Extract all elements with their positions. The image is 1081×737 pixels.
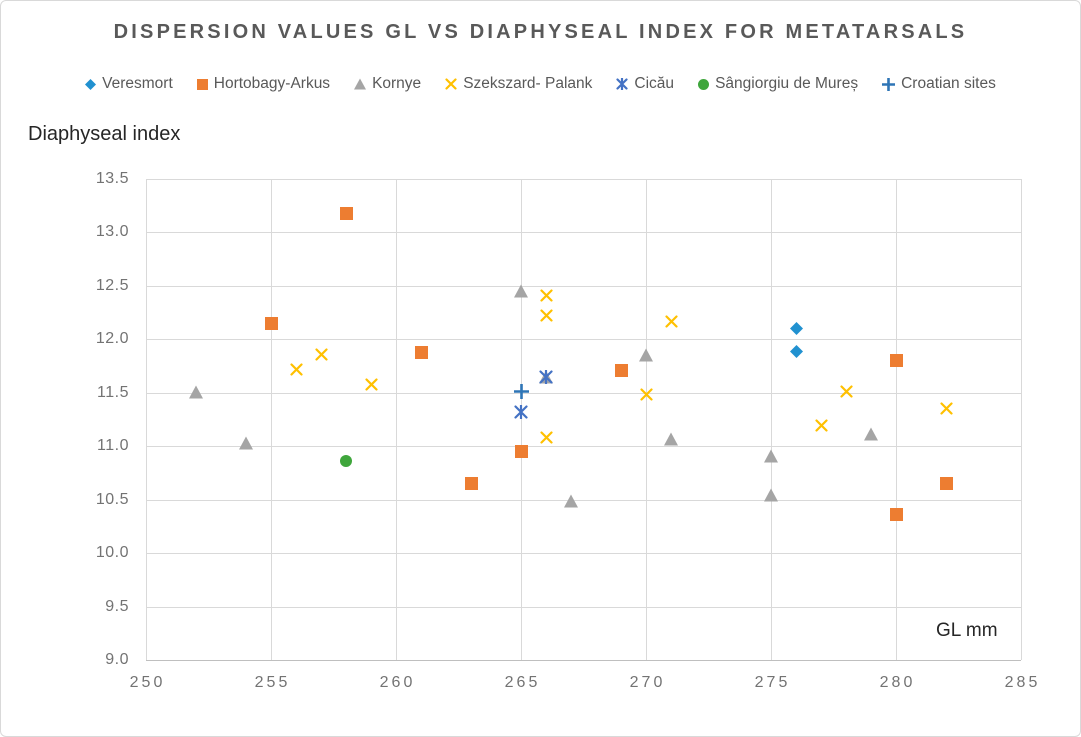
gridline-horizontal — [146, 446, 1021, 447]
x-tick-label: 275 — [754, 674, 791, 691]
x-tick-label: 255 — [254, 674, 291, 691]
legend-item: Cicău — [616, 75, 674, 93]
y-tick-label: 12.5 — [95, 277, 129, 294]
gridline-vertical — [146, 179, 147, 660]
data-point-marker — [890, 508, 903, 521]
y-axis-title: Diaphyseal index — [28, 123, 181, 145]
legend-item: Croatian sites — [882, 75, 996, 93]
legend-item: Hortobagy-Arkus — [196, 75, 331, 93]
data-point-marker — [664, 432, 678, 446]
legend-label: Hortobagy-Arkus — [213, 75, 331, 92]
chart-legend: Veresmort Hortobagy-Arkus Kornye Szekszard-… — [1, 75, 1080, 93]
y-tick-label: 9.0 — [105, 651, 129, 668]
legend-label: Croatian sites — [901, 75, 996, 92]
star-marker-icon — [616, 78, 629, 90]
legend-label: Sângiorgiu de Mureș — [715, 75, 859, 92]
data-point-marker — [815, 419, 828, 432]
triangle-marker-icon — [354, 78, 367, 90]
y-tick-label: 11.0 — [97, 437, 129, 454]
data-point-marker — [514, 284, 528, 298]
gridline-vertical — [771, 179, 772, 660]
legend-label: Cicău — [634, 75, 675, 92]
gridline-vertical — [646, 179, 647, 660]
x-axis-title: GL mm — [936, 620, 998, 641]
plot-area — [146, 179, 1022, 661]
data-point-marker — [365, 378, 378, 391]
data-point-marker — [539, 369, 553, 385]
gridline-horizontal — [146, 232, 1021, 233]
data-point-marker — [864, 427, 878, 441]
legend-item: Kornye — [354, 75, 421, 93]
gridline-vertical — [521, 179, 522, 660]
plus-marker-icon — [882, 77, 896, 91]
gridline-horizontal — [146, 286, 1021, 287]
gridline-horizontal — [146, 553, 1021, 554]
x-tick-label: 265 — [504, 674, 541, 691]
data-point-marker — [790, 345, 803, 358]
gridline-horizontal — [146, 500, 1021, 501]
data-point-marker — [639, 348, 653, 362]
legend-label: Kornye — [372, 75, 422, 92]
data-point-marker — [515, 445, 528, 458]
y-tick-label: 10.5 — [95, 491, 129, 508]
gridline-horizontal — [146, 339, 1021, 340]
data-point-marker — [189, 385, 203, 399]
gridline-horizontal — [146, 179, 1021, 180]
y-tick-label: 13.0 — [95, 223, 129, 240]
data-point-marker — [840, 385, 853, 398]
circle-marker-icon — [698, 78, 710, 90]
data-point-marker — [340, 207, 353, 220]
legend-item: Szekszard- Palank — [445, 75, 592, 93]
data-point-marker — [513, 383, 530, 400]
data-point-marker — [540, 309, 553, 322]
gridline-vertical — [396, 179, 397, 660]
gridline-horizontal — [146, 393, 1021, 394]
x-axis-line — [146, 660, 1021, 661]
data-point-marker — [940, 477, 953, 490]
data-point-marker — [465, 477, 478, 490]
data-point-marker — [564, 494, 578, 508]
square-marker-icon — [196, 78, 208, 90]
gridline-horizontal — [146, 607, 1021, 608]
legend-item: Sângiorgiu de Mureș — [698, 75, 858, 93]
chart-title: DISPERSION VALUES GL VS DIAPHYSEAL INDEX… — [113, 21, 968, 43]
data-point-marker — [540, 289, 553, 302]
diamond-marker-icon — [85, 78, 97, 90]
legend-item: Veresmort — [85, 75, 173, 93]
y-tick-label: 9.5 — [105, 598, 129, 615]
y-tick-label: 12.0 — [95, 330, 129, 347]
data-point-marker — [764, 488, 778, 502]
x-tick-label: 270 — [629, 674, 666, 691]
data-point-marker — [315, 348, 328, 361]
data-point-marker — [890, 354, 903, 367]
data-point-marker — [239, 436, 253, 450]
gridline-vertical — [271, 179, 272, 660]
x-tick-label: 285 — [1004, 674, 1041, 691]
legend-label: Veresmort — [102, 75, 173, 92]
x-tick-label: 250 — [129, 674, 166, 691]
data-point-marker — [514, 404, 528, 420]
data-point-marker — [790, 322, 803, 335]
data-point-marker — [764, 449, 778, 463]
x-marker-icon — [445, 78, 457, 90]
gridline-vertical — [1021, 179, 1022, 660]
y-tick-label: 13.5 — [95, 170, 129, 187]
data-point-marker — [540, 431, 553, 444]
y-tick-label: 10.0 — [95, 544, 129, 561]
data-point-marker — [415, 346, 428, 359]
gridline-vertical — [896, 179, 897, 660]
y-tick-label: 11.5 — [97, 384, 129, 401]
data-point-marker — [665, 315, 678, 328]
data-point-marker — [340, 455, 352, 467]
data-point-marker — [265, 317, 278, 330]
x-tick-label: 280 — [879, 674, 916, 691]
data-point-marker — [615, 364, 628, 377]
data-point-marker — [290, 363, 303, 376]
data-point-marker — [640, 388, 653, 401]
legend-label: Szekszard- Palank — [463, 75, 593, 92]
data-point-marker — [940, 402, 953, 415]
x-tick-label: 260 — [379, 674, 416, 691]
